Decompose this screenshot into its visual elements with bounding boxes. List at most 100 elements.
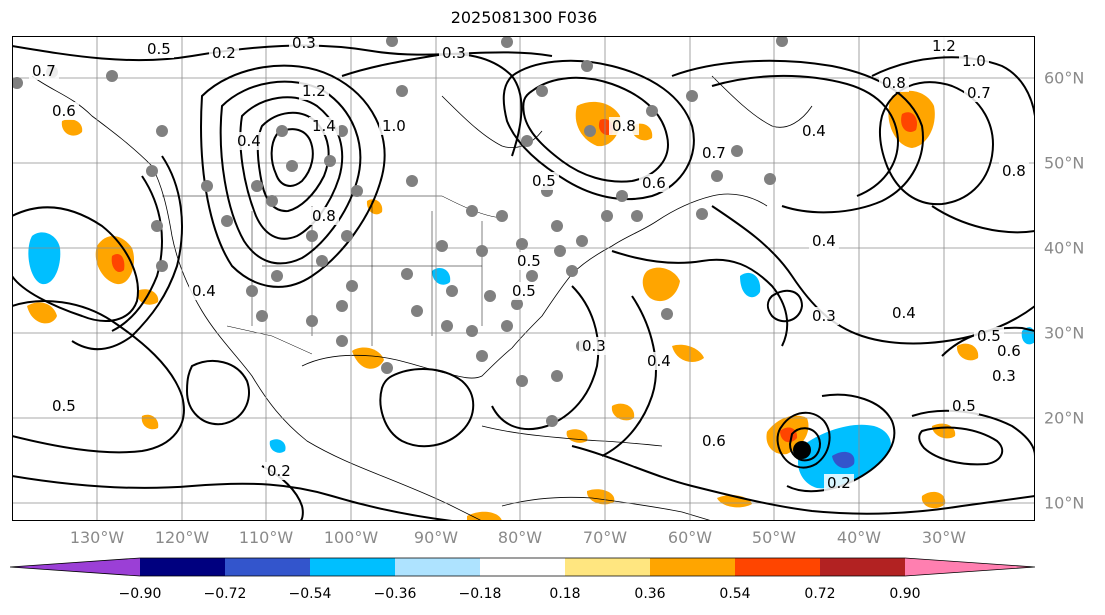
colorbar-tick-label: 0.36: [634, 586, 666, 602]
contour-label-bg: [144, 40, 174, 58]
contour-label: 0.8: [612, 117, 636, 135]
contour-line: [12, 300, 185, 454]
contour-label-bg: [514, 252, 544, 270]
contour-label-bg: [609, 117, 639, 135]
station-dot: [466, 205, 478, 217]
contour-label-bg: [809, 307, 839, 325]
colorbar-segment: [395, 558, 481, 576]
coast-north-america: [31, 75, 483, 521]
station-dot: [246, 285, 258, 297]
contour-line: [12, 206, 139, 322]
station-dot: [536, 85, 548, 97]
station-dot: [151, 220, 163, 232]
station-dot: [156, 260, 168, 272]
contour-label: 0.4: [192, 282, 216, 300]
contour-label: 0.5: [147, 40, 171, 58]
station-dot: [616, 190, 628, 202]
colorbar-segment: [225, 558, 311, 576]
contour-label: 1.0: [382, 117, 406, 135]
contour-label-bg: [309, 207, 339, 225]
station-dot: [324, 155, 336, 167]
shade-red: [901, 112, 918, 133]
station-dot: [336, 335, 348, 347]
shade-orange: [352, 347, 384, 369]
contour-label-bg: [989, 367, 1019, 385]
coast-greenland: [711, 75, 813, 128]
contour-label: 0.4: [647, 352, 671, 370]
contour-label-bg: [639, 174, 669, 192]
colorbar-segment: [820, 558, 906, 576]
contour-label-bg: [964, 84, 994, 102]
shade-blue: [432, 268, 451, 285]
colorbar-tick-label: −0.72: [203, 586, 247, 602]
contour-label-bg: [289, 36, 319, 52]
colorbar-segment: [140, 558, 226, 576]
shade-orange: [642, 267, 680, 302]
station-dot: [686, 90, 698, 102]
colorbar-max-extend: [905, 558, 1035, 576]
station-dot: [271, 270, 283, 282]
colorbar-min-extend: [10, 558, 140, 576]
station-dot: [501, 320, 513, 332]
contour-label: 0.5: [532, 172, 556, 190]
contour-label: 0.3: [442, 44, 466, 62]
contour-label-bg: [49, 397, 79, 415]
station-dot: [566, 265, 578, 277]
station-dot: [341, 230, 353, 242]
contour-label-bg: [264, 462, 294, 480]
contour-label: 0.3: [292, 36, 316, 52]
contour-line: [918, 426, 1004, 466]
contour-label: 0.7: [32, 62, 56, 80]
shade-orange: [61, 119, 83, 136]
contour-label-bg: [644, 352, 674, 370]
station-dot: [731, 145, 743, 157]
station-dot: [584, 125, 596, 137]
station-dot: [446, 285, 458, 297]
station-dot: [336, 300, 348, 312]
colorbar-tick-label: 0.90: [889, 586, 921, 602]
contour-label-bg: [189, 282, 219, 300]
shade-orange: [921, 491, 946, 509]
contour-label: 0.4: [802, 122, 826, 140]
contour-label: 0.6: [642, 174, 666, 192]
contour-line: [871, 56, 1035, 117]
colorbar-segment: [565, 558, 651, 576]
contour-label: 0.8: [1002, 162, 1026, 180]
contour-label-bg: [824, 474, 854, 492]
longitude-label: 70°W: [582, 528, 628, 547]
latitude-label: 40°N: [1044, 238, 1085, 258]
shade-orange: [27, 302, 57, 324]
coast-caribbean: [481, 425, 663, 447]
station-dot: [521, 135, 533, 147]
station-dot: [106, 70, 118, 82]
us-mexico-border: [226, 325, 313, 355]
contour-line: [491, 285, 600, 431]
contour-label: 0.8: [882, 74, 906, 92]
station-dot: [441, 320, 453, 332]
contour-labels: 0.2 0.3 0.5 1.2 1.4 0.4 0.6 0.7 0.8 1.0 0.5 0.8 1.2 1…: [29, 36, 1029, 492]
longitude-label: 40°W: [836, 528, 882, 547]
contour-label-bg: [949, 397, 979, 415]
colorbar-tick-label: 0.54: [719, 586, 751, 602]
contour-label: 0.7: [702, 144, 726, 162]
station-dot: [466, 325, 478, 337]
contour-line: [931, 205, 1035, 234]
contour-label-bg: [579, 337, 609, 355]
station-dot: [156, 125, 168, 137]
station-dot: [286, 160, 298, 172]
station-dot: [266, 195, 278, 207]
contour-label-bg: [299, 82, 329, 100]
contour-label: 0.8: [312, 207, 336, 225]
latitude-label: 30°N: [1044, 323, 1085, 343]
contour-label: 0.3: [812, 307, 836, 325]
contour-line: [270, 128, 314, 187]
colorbar-outline: [10, 557, 1035, 577]
station-dot: [396, 85, 408, 97]
contour-label-bg: [309, 117, 339, 135]
contour-label-bg: [29, 62, 59, 80]
colorbar-tick-label: −0.54: [288, 586, 332, 602]
latitude-label: 60°N: [1044, 68, 1085, 88]
station-dot: [276, 125, 288, 137]
contour-line: [379, 368, 475, 448]
station-markers: [12, 36, 788, 427]
